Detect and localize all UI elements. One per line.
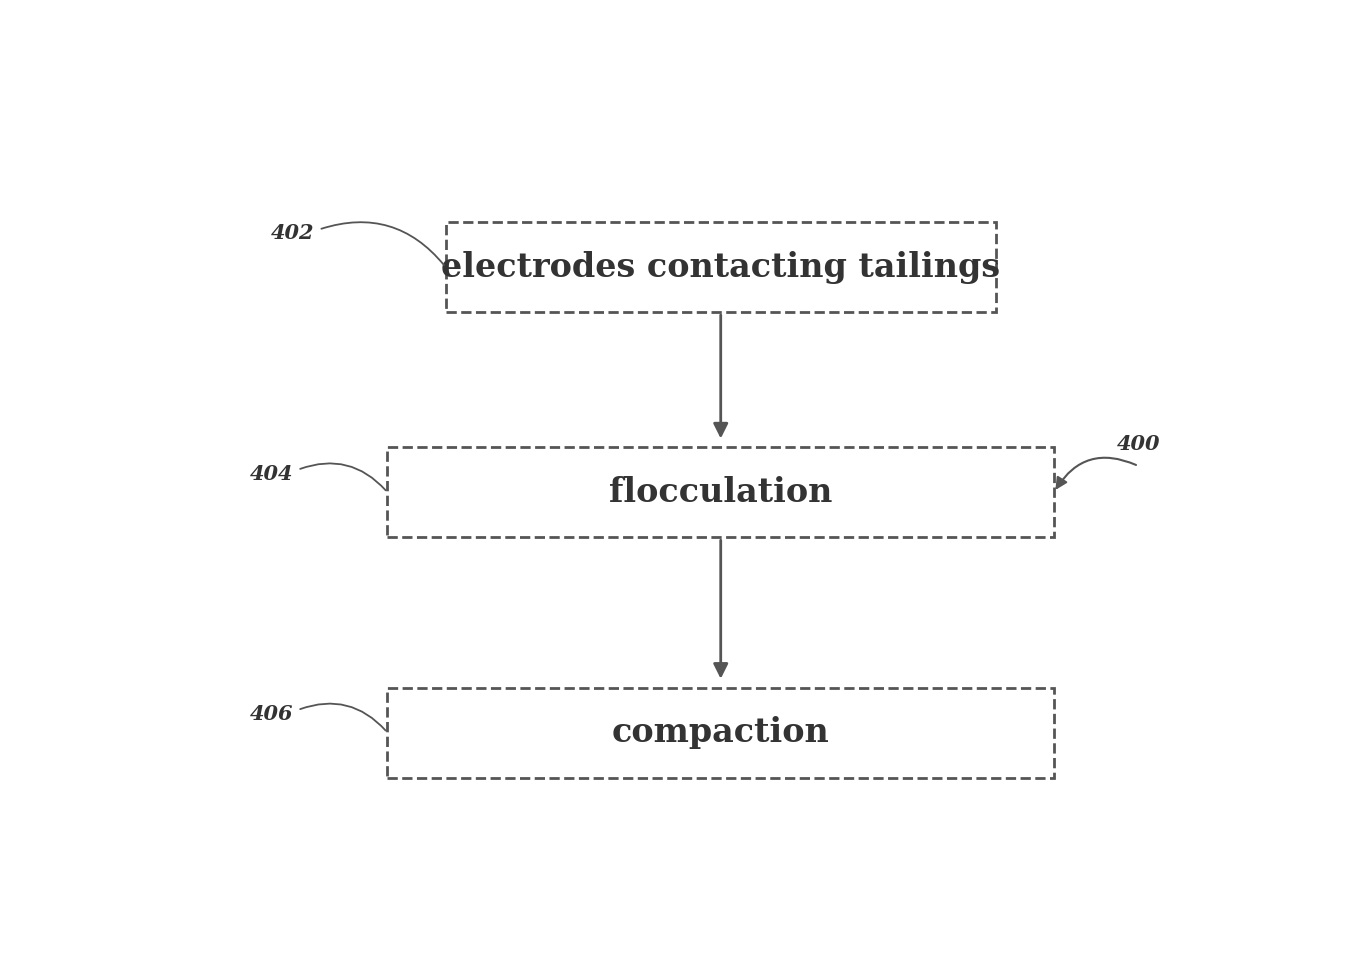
FancyBboxPatch shape: [445, 222, 996, 312]
Text: 400: 400: [1117, 434, 1160, 453]
FancyBboxPatch shape: [388, 687, 1054, 778]
Text: 404: 404: [250, 463, 293, 484]
Text: compaction: compaction: [612, 716, 830, 749]
Text: flocculation: flocculation: [609, 476, 833, 509]
Text: electrodes contacting tailings: electrodes contacting tailings: [441, 251, 1001, 284]
Text: 406: 406: [250, 704, 293, 723]
Text: 402: 402: [270, 223, 314, 244]
FancyBboxPatch shape: [388, 448, 1054, 537]
